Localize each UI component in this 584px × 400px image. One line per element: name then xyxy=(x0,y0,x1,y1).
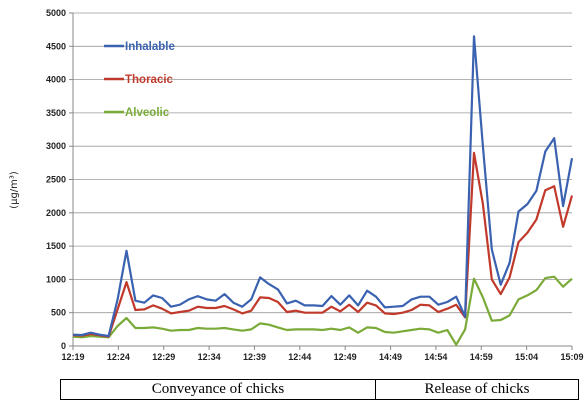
y-tick-labels: 0 500 1000 1500 2000 2500 3000 3500 4000 4500 5000 xyxy=(46,8,73,351)
x-tick-label: 12:29 xyxy=(152,352,175,362)
legend-label-inhalable: Inhalable xyxy=(125,41,175,53)
y-tick-label: 3500 xyxy=(46,108,66,118)
y-tick-label: 1000 xyxy=(46,274,66,284)
x-tick-label: 15:04 xyxy=(515,352,538,362)
legend-item-inhalable: Inhalable xyxy=(104,41,175,53)
y-tick-label: 500 xyxy=(51,308,66,318)
y-tick-label: 2500 xyxy=(46,175,66,185)
x-tick-labels: 12:19 12:24 12:29 12:34 12:39 12:44 12:49 14:49… xyxy=(61,346,584,362)
gridlines xyxy=(73,12,572,314)
y-tick-label: 4000 xyxy=(46,75,66,85)
series-line-thoracic xyxy=(72,151,574,338)
line-chart: 0 500 1000 1500 2000 2500 3000 3500 4000 4500 5000… xyxy=(9,8,584,362)
x-tick-label: 12:24 xyxy=(107,352,130,362)
y-tick-label: 1500 xyxy=(46,241,66,251)
y-tick-label: 0 xyxy=(61,341,66,351)
x-tick-label: 14:54 xyxy=(424,352,447,362)
x-tick-label: 12:49 xyxy=(334,352,357,362)
x-tick-label: 12:19 xyxy=(61,352,84,362)
x-tick-label: 12:39 xyxy=(243,352,266,362)
series-line-alveolic xyxy=(72,275,573,346)
y-tick-label: 4500 xyxy=(46,41,66,51)
legend-item-thoracic: Thoracic xyxy=(104,74,174,86)
phase-conveyance: Conveyance of chicks xyxy=(60,379,376,400)
x-tick-label: 14:49 xyxy=(379,352,402,362)
legend-label-alveolic: Alveolic xyxy=(125,107,170,119)
x-tick-label: 14:59 xyxy=(470,352,493,362)
y-axis-label: (µg/m³) xyxy=(9,171,20,209)
series-line-inhalable xyxy=(72,35,574,338)
y-tick-label: 2000 xyxy=(46,208,66,218)
y-tick-label: 3000 xyxy=(46,141,66,151)
series-lines xyxy=(72,35,574,346)
legend-label-thoracic: Thoracic xyxy=(125,74,174,86)
phase-release: Release of chicks xyxy=(375,379,579,400)
x-tick-label: 15:09 xyxy=(560,352,583,362)
x-tick-label: 12:44 xyxy=(288,352,311,362)
x-tick-label: 12:34 xyxy=(198,352,221,362)
legend-item-alveolic: Alveolic xyxy=(104,107,170,119)
legend: Inhalable Thoracic Alveolic xyxy=(104,41,175,119)
y-tick-label: 5000 xyxy=(46,8,66,18)
